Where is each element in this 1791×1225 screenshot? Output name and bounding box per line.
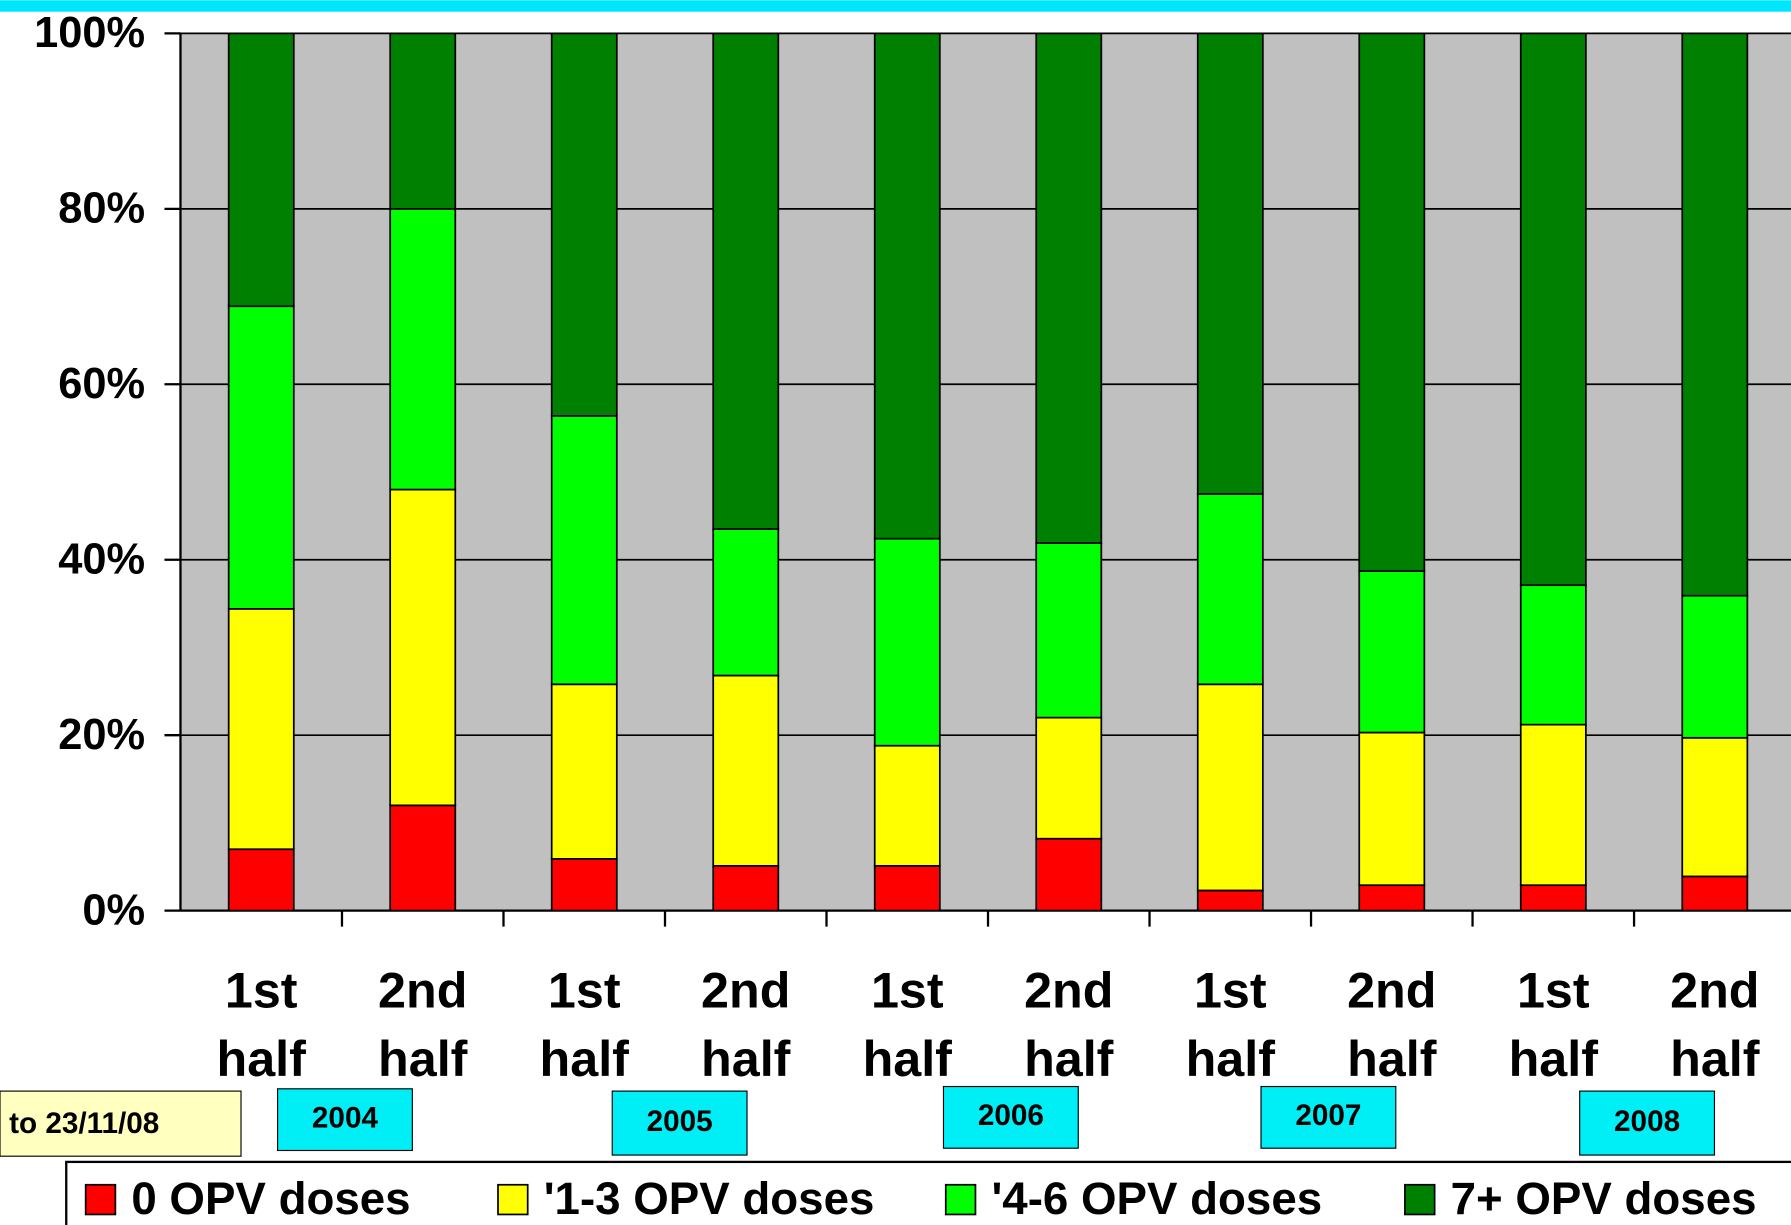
year-label: 2007 xyxy=(1295,1099,1361,1132)
bar-segment xyxy=(1035,32,1103,544)
note-box xyxy=(0,1090,242,1157)
x-tick-label-box: 2nd half xyxy=(701,963,791,1088)
bar-segment xyxy=(873,32,941,540)
bar-segment xyxy=(1035,542,1103,719)
y-tick-label: 20% xyxy=(58,711,145,759)
x-tick-label: 2nd half xyxy=(378,963,468,1088)
y-tick-label: 60% xyxy=(58,360,145,408)
bar-segment xyxy=(1681,32,1749,597)
bar-segment xyxy=(550,858,618,912)
year-label: 2005 xyxy=(647,1105,713,1138)
note: to 23/11/08 xyxy=(9,1107,159,1140)
x-tick-label-box: 2nd half xyxy=(1024,963,1114,1088)
bar-segment xyxy=(1196,889,1264,912)
y-tick-label: 80% xyxy=(58,185,145,233)
bar-segment xyxy=(389,32,457,210)
x-tick-label-box: 2nd half xyxy=(378,963,468,1088)
bar-segment xyxy=(1681,594,1749,739)
bar-segment xyxy=(1681,736,1749,878)
bar-segment xyxy=(227,305,295,610)
bar-segment xyxy=(1358,884,1426,912)
bar-segment xyxy=(227,848,295,912)
legend-swatch xyxy=(84,1183,117,1216)
bar-segment xyxy=(227,607,295,851)
bar-segment xyxy=(550,32,618,417)
x-tick-label-box: 2nd half xyxy=(1347,963,1437,1088)
x-tick-label: 1st half xyxy=(1508,963,1598,1088)
y-tick-label: 0% xyxy=(82,886,145,934)
year-box xyxy=(611,1090,748,1156)
year-box xyxy=(942,1085,1079,1149)
x-tick-label-box: 1st half xyxy=(539,963,629,1088)
year-box xyxy=(1260,1085,1397,1149)
bar-segment xyxy=(712,865,780,912)
x-tick-label: 2nd half xyxy=(701,963,791,1088)
x-tick-label: 2nd half xyxy=(1670,963,1760,1088)
x-tick-label: 1st half xyxy=(862,963,952,1088)
x-tick-label: 2nd half xyxy=(1347,963,1437,1088)
x-tick-label-box: 1st half xyxy=(862,963,952,1088)
bar-segment xyxy=(389,488,457,807)
x-tick-label-box: 1st half xyxy=(1185,963,1275,1088)
x-tick-label: 1st half xyxy=(539,963,629,1088)
bar-segment xyxy=(227,32,295,308)
bar-segment xyxy=(1196,683,1264,892)
bar-segment xyxy=(1519,884,1587,912)
x-tick-label: 1st half xyxy=(216,963,306,1088)
legend-swatch xyxy=(497,1183,529,1216)
x-tick-label-box: 1st half xyxy=(1508,963,1598,1088)
bar-segment xyxy=(873,865,941,912)
legend-label: '1-3 OPV doses xyxy=(544,1173,875,1224)
legend-swatch xyxy=(944,1183,977,1216)
bar-segment xyxy=(1035,716,1103,840)
x-tick-label: 2nd half xyxy=(1024,963,1114,1088)
bar-segment xyxy=(873,537,941,747)
bar-segment xyxy=(712,674,780,867)
bar-segment xyxy=(1358,731,1426,887)
year-label: 2006 xyxy=(978,1099,1044,1132)
bar-segment xyxy=(1519,723,1587,887)
bar-segment xyxy=(1196,493,1264,686)
y-tick-label: 100% xyxy=(34,9,145,57)
legend-swatch xyxy=(1404,1183,1436,1216)
bar-segment xyxy=(550,415,618,686)
x-tick-label: 1st half xyxy=(1185,963,1275,1088)
bar-segment xyxy=(873,744,941,867)
bar-segment xyxy=(1035,837,1103,912)
bar-segment xyxy=(712,32,780,530)
y-tick-label: 40% xyxy=(58,535,145,583)
x-tick-label-box: 2nd half xyxy=(1670,963,1760,1088)
top-band xyxy=(0,0,1791,12)
bar-segment xyxy=(550,683,618,860)
bar-segment xyxy=(712,528,780,677)
legend-box xyxy=(65,1160,1791,1225)
bar-segment xyxy=(1519,584,1587,726)
legend-label: '4-6 OPV doses xyxy=(991,1173,1322,1224)
year-label: 2008 xyxy=(1614,1105,1680,1138)
legend-label: 0 OPV doses xyxy=(131,1173,410,1224)
x-tick-label-box: 1st half xyxy=(216,963,306,1088)
bar-segment xyxy=(389,804,457,912)
bar-segment xyxy=(1358,32,1426,572)
year-label: 2004 xyxy=(312,1101,379,1134)
bar-segment xyxy=(389,207,457,491)
bar-segment xyxy=(1681,875,1749,912)
legend-label: 7+ OPV doses xyxy=(1451,1173,1757,1224)
bar-segment xyxy=(1519,32,1587,587)
bar-segment xyxy=(1358,570,1426,734)
year-box xyxy=(1579,1090,1716,1156)
bar-segment xyxy=(1196,32,1264,495)
year-box xyxy=(276,1088,413,1152)
